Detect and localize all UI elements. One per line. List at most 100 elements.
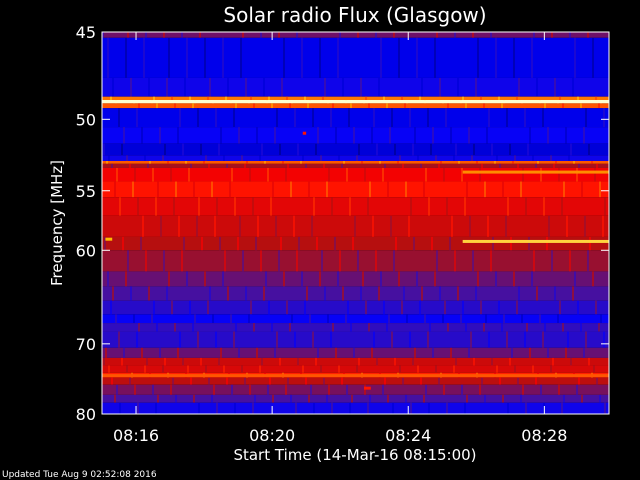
heatmap-texture [356, 155, 358, 161]
heatmap-texture [246, 160, 248, 164]
heatmap-texture [111, 377, 113, 385]
heatmap-texture [305, 163, 307, 168]
heatmap-texture [235, 323, 237, 332]
heatmap-texture [453, 365, 455, 373]
heatmap-texture [588, 357, 590, 366]
heatmap-texture [301, 271, 303, 287]
heatmap-texture [174, 323, 176, 332]
heatmap-texture [350, 103, 352, 109]
heatmap-texture [133, 314, 135, 324]
heatmap-texture [604, 197, 606, 216]
heatmap-texture [410, 197, 412, 216]
heatmap-texture [378, 286, 380, 301]
heatmap-texture [598, 323, 600, 332]
heatmap-texture [257, 215, 259, 237]
heatmap-texture [268, 300, 270, 315]
heatmap-texture [524, 108, 526, 128]
heatmap-texture [465, 323, 467, 332]
heatmap-texture [216, 197, 218, 216]
heatmap-features [102, 100, 609, 390]
heatmap-texture [240, 37, 242, 78]
heatmap-texture [297, 143, 299, 156]
heatmap-texture [211, 394, 213, 403]
heatmap-texture [309, 314, 311, 324]
heatmap-texture [137, 402, 139, 414]
heatmap-texture [112, 77, 114, 97]
plot-frame [101, 31, 610, 415]
heatmap-texture [457, 286, 459, 301]
heatmap-texture [464, 197, 466, 216]
heatmap-texture [342, 286, 344, 301]
heatmap-texture [347, 300, 349, 315]
heatmap-texture [223, 155, 225, 161]
heatmap-texture [286, 96, 288, 100]
heatmap-texture [455, 357, 457, 366]
heatmap-texture [332, 103, 334, 109]
heatmap-texture [184, 77, 186, 97]
heatmap-texture [307, 103, 309, 109]
heatmap-texture [267, 384, 269, 395]
heatmap-texture [547, 347, 549, 358]
heatmap-texture [453, 155, 455, 161]
heatmap-texture [126, 155, 128, 161]
heatmap-texture [163, 250, 165, 272]
heatmap-texture [414, 347, 416, 358]
heatmap-texture [542, 331, 544, 348]
heatmap-feature [105, 237, 113, 241]
heatmap-texture [118, 108, 120, 128]
heatmap-texture [107, 271, 109, 287]
heatmap-texture [129, 377, 131, 385]
heatmap-texture [369, 394, 371, 403]
heatmap-texture [542, 108, 544, 128]
heatmap-texture [513, 37, 515, 78]
heatmap-texture [229, 181, 231, 198]
heatmap-texture [160, 215, 162, 237]
heatmap-texture [334, 236, 336, 251]
heatmap-texture [136, 331, 138, 348]
heatmap-texture [498, 300, 500, 315]
heatmap-texture [278, 32, 280, 38]
heatmap-texture [173, 197, 175, 216]
heatmap-texture [157, 394, 159, 403]
heatmap-texture [274, 347, 276, 358]
heatmap-texture [502, 394, 504, 403]
heatmap-texture [112, 286, 114, 301]
heatmap-texture [491, 357, 493, 366]
heatmap-texture [383, 300, 385, 315]
heatmap-texture [147, 163, 149, 168]
heatmap-texture [137, 197, 139, 216]
heatmap-texture [405, 394, 407, 403]
heatmap-texture [220, 127, 222, 144]
heatmap-texture [535, 163, 537, 168]
heatmap-texture [398, 271, 400, 287]
heatmap-texture [287, 377, 289, 385]
heatmap-texture [393, 250, 395, 272]
y-tick-label: 70 [76, 335, 96, 354]
heatmap-texture [341, 377, 343, 385]
heatmap-texture [324, 286, 326, 301]
heatmap-texture [144, 155, 146, 161]
heatmap-texture [404, 103, 406, 109]
heatmap-texture [378, 77, 380, 97]
heatmap-texture [315, 357, 317, 366]
heatmap-texture [386, 323, 388, 332]
heatmap-texture [401, 300, 403, 315]
heatmap-texture [604, 402, 606, 414]
heatmap-texture [267, 167, 269, 182]
heatmap-texture [272, 181, 274, 198]
heatmap-texture [263, 286, 265, 301]
heatmap-texture [554, 286, 556, 301]
heatmap-texture [270, 197, 272, 216]
heatmap-texture [440, 160, 442, 164]
heatmap-band [102, 384, 609, 395]
heatmap-texture [200, 357, 202, 366]
heatmap-texture [353, 347, 355, 358]
heatmap-texture [323, 377, 325, 385]
heatmap-texture [186, 271, 188, 287]
heatmap-texture [587, 250, 589, 272]
heatmap-texture [326, 181, 328, 198]
heatmap-texture [438, 377, 440, 385]
heatmap-band [102, 377, 609, 385]
heatmap-texture [431, 236, 433, 251]
heatmap-texture [447, 103, 449, 109]
